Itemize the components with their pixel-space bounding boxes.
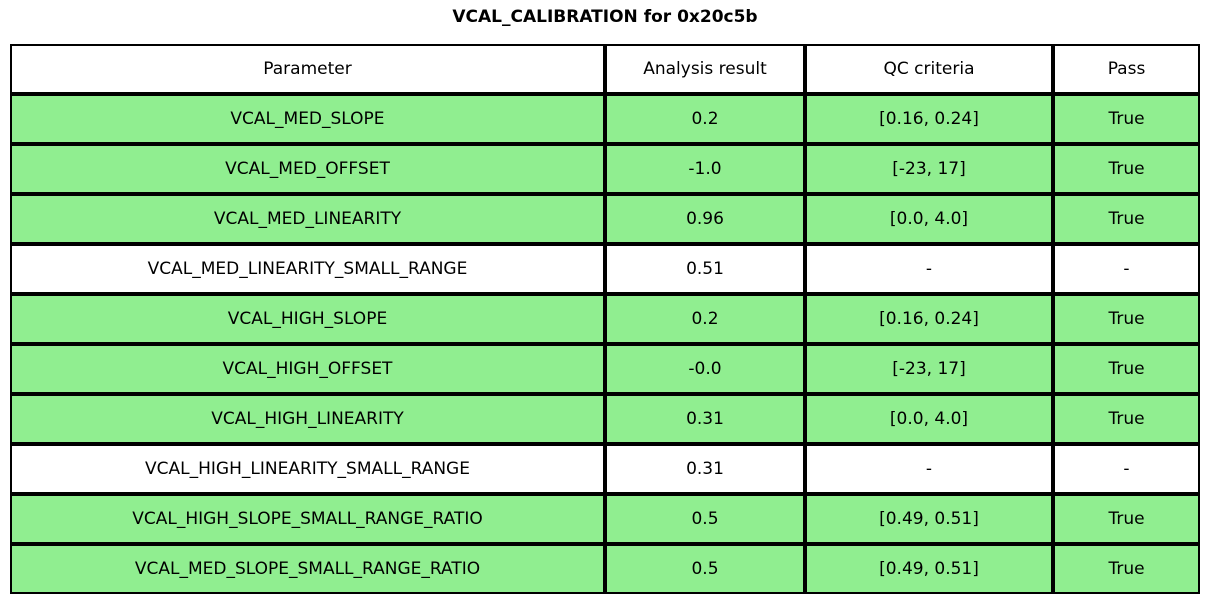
param-cell: VCAL_HIGH_OFFSET [10,344,605,394]
param-cell: VCAL_HIGH_LINEARITY_SMALL_RANGE [10,444,605,494]
qc-cell: - [805,444,1053,494]
header-row: Parameter Analysis result QC criteria Pa… [10,44,1200,94]
table-body: VCAL_MED_SLOPE 0.2 [0.16, 0.24] True VCA… [10,94,1200,594]
param-cell: VCAL_MED_SLOPE_SMALL_RANGE_RATIO [10,544,605,594]
pass-cell: True [1053,194,1200,244]
table-row: VCAL_HIGH_SLOPE 0.2 [0.16, 0.24] True [10,294,1200,344]
qc-cell: [0.49, 0.51] [805,544,1053,594]
column-header-analysis-result: Analysis result [605,44,805,94]
param-cell: VCAL_HIGH_LINEARITY [10,394,605,444]
pass-cell: True [1053,144,1200,194]
table-row: VCAL_HIGH_LINEARITY_SMALL_RANGE 0.31 - - [10,444,1200,494]
table-row: VCAL_HIGH_SLOPE_SMALL_RANGE_RATIO 0.5 [0… [10,494,1200,544]
pass-cell: True [1053,544,1200,594]
qc-cell: [-23, 17] [805,344,1053,394]
qc-cell: [0.16, 0.24] [805,94,1053,144]
result-cell: 0.5 [605,544,805,594]
param-cell: VCAL_HIGH_SLOPE [10,294,605,344]
table-row: VCAL_MED_SLOPE_SMALL_RANGE_RATIO 0.5 [0.… [10,544,1200,594]
result-cell: 0.51 [605,244,805,294]
table-row: VCAL_HIGH_LINEARITY 0.31 [0.0, 4.0] True [10,394,1200,444]
table-row: VCAL_MED_LINEARITY_SMALL_RANGE 0.51 - - [10,244,1200,294]
result-cell: -1.0 [605,144,805,194]
column-header-qc-criteria: QC criteria [805,44,1053,94]
qc-cell: [-23, 17] [805,144,1053,194]
pass-cell: True [1053,344,1200,394]
column-header-parameter: Parameter [10,44,605,94]
param-cell: VCAL_MED_SLOPE [10,94,605,144]
pass-cell: True [1053,94,1200,144]
qc-cell: [0.16, 0.24] [805,294,1053,344]
result-cell: 0.2 [605,94,805,144]
table-row: VCAL_MED_LINEARITY 0.96 [0.0, 4.0] True [10,194,1200,244]
column-header-pass: Pass [1053,44,1200,94]
result-cell: 0.31 [605,444,805,494]
qc-cell: - [805,244,1053,294]
qc-cell: [0.49, 0.51] [805,494,1053,544]
result-cell: 0.2 [605,294,805,344]
qc-table: Parameter Analysis result QC criteria Pa… [10,44,1200,594]
param-cell: VCAL_HIGH_SLOPE_SMALL_RANGE_RATIO [10,494,605,544]
pass-cell: True [1053,294,1200,344]
pass-cell: - [1053,244,1200,294]
param-cell: VCAL_MED_LINEARITY_SMALL_RANGE [10,244,605,294]
param-cell: VCAL_MED_LINEARITY [10,194,605,244]
qc-cell: [0.0, 4.0] [805,394,1053,444]
table-row: VCAL_MED_OFFSET -1.0 [-23, 17] True [10,144,1200,194]
table-header: Parameter Analysis result QC criteria Pa… [10,44,1200,94]
table-row: VCAL_HIGH_OFFSET -0.0 [-23, 17] True [10,344,1200,394]
param-cell: VCAL_MED_OFFSET [10,144,605,194]
pass-cell: True [1053,394,1200,444]
result-cell: 0.96 [605,194,805,244]
pass-cell: True [1053,494,1200,544]
result-cell: 0.5 [605,494,805,544]
pass-cell: - [1053,444,1200,494]
qc-cell: [0.0, 4.0] [805,194,1053,244]
figure-title: VCAL_CALIBRATION for 0x20c5b [452,7,758,27]
result-cell: -0.0 [605,344,805,394]
table-row: VCAL_MED_SLOPE 0.2 [0.16, 0.24] True [10,94,1200,144]
result-cell: 0.31 [605,394,805,444]
